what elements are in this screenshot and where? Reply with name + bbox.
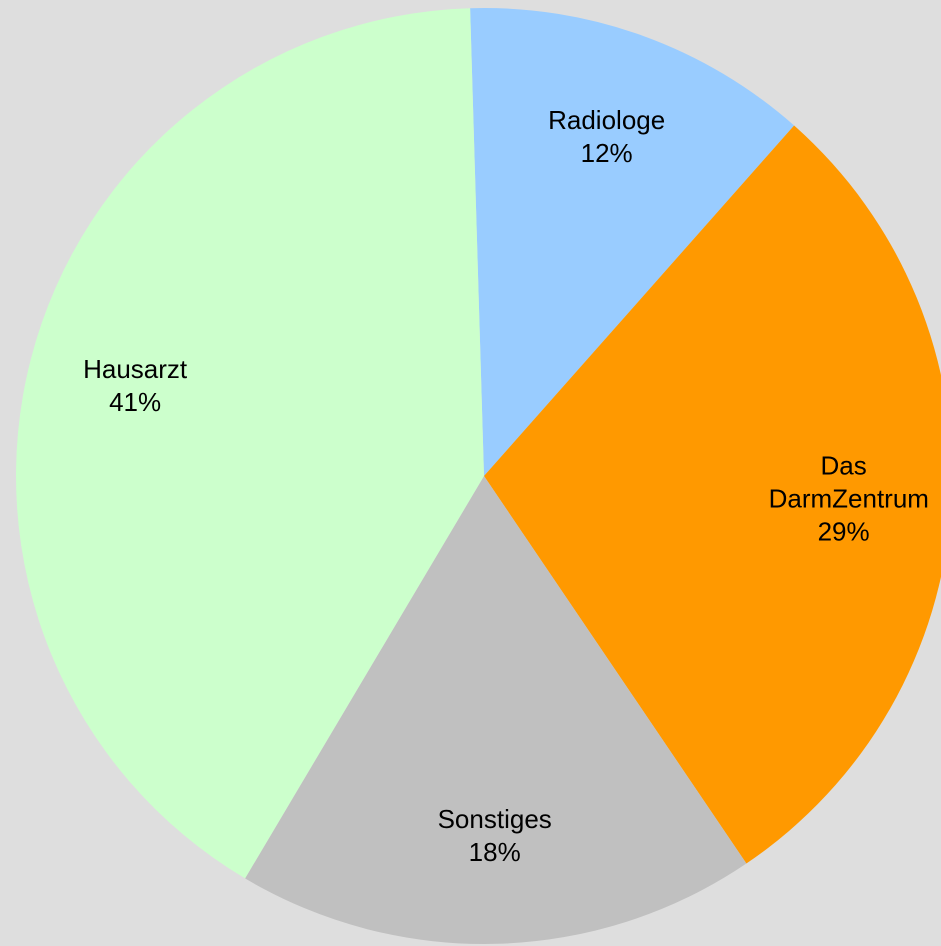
pie-slice: [484, 125, 941, 864]
slice-label: Das DarmZentrum 29%: [724, 450, 941, 549]
slice-value: 29%: [817, 516, 870, 547]
slice-label: Sonstiges 18%: [375, 803, 615, 869]
slice-name: Das DarmZentrum: [768, 450, 929, 514]
slice-value: 12%: [580, 138, 633, 169]
slice-value: 18%: [468, 837, 521, 868]
slice-name: Sonstiges: [437, 804, 552, 835]
slice-label: Hausarzt 41%: [15, 353, 255, 419]
pie-slice: [470, 7, 795, 476]
slice-name: Hausarzt: [83, 353, 188, 384]
slice-label: Radiologe 12%: [487, 104, 727, 170]
slice-value: 41%: [109, 386, 162, 417]
pie-slice: [245, 476, 747, 944]
slice-name: Radiologe: [548, 105, 666, 136]
pie-slice: [15, 8, 485, 879]
